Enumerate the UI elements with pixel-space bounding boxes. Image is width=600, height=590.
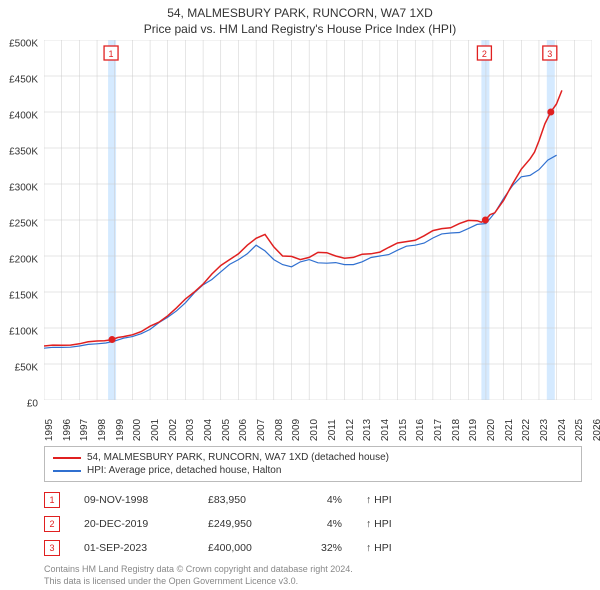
sale-vs-hpi: ↑ HPI <box>366 494 426 506</box>
x-tick-label: 2001 <box>150 419 161 441</box>
x-tick-label: 1996 <box>62 419 73 441</box>
x-tick-label: 2023 <box>539 419 550 441</box>
x-tick-label: 2007 <box>256 419 267 441</box>
attribution-footer: Contains HM Land Registry data © Crown c… <box>44 564 582 587</box>
x-tick-label: 2017 <box>433 419 444 441</box>
x-tick-label: 2003 <box>185 419 196 441</box>
sale-price: £83,950 <box>208 494 288 506</box>
legend-label: 54, MALMESBURY PARK, RUNCORN, WA7 1XD (d… <box>87 452 389 463</box>
x-tick-label: 2026 <box>592 419 600 441</box>
x-tick-label: 1995 <box>44 419 55 441</box>
sale-vs-hpi: ↑ HPI <box>366 518 426 530</box>
legend-swatch <box>53 470 81 472</box>
sale-row: 1 09-NOV-1998 £83,950 4% ↑ HPI <box>44 488 582 512</box>
svg-text:2: 2 <box>482 49 487 59</box>
x-tick-label: 2000 <box>132 419 143 441</box>
x-tick-label: 2006 <box>238 419 249 441</box>
sale-marker-box: 1 <box>44 492 60 508</box>
x-tick-label: 2011 <box>327 419 338 441</box>
y-axis-labels: £0£50K£100K£150K£200K£250K£300K£350K£400… <box>0 44 42 404</box>
y-tick-label: £250K <box>9 219 38 230</box>
chart-subtitle: Price paid vs. HM Land Registry's House … <box>0 20 600 40</box>
sale-row: 3 01-SEP-2023 £400,000 32% ↑ HPI <box>44 536 582 560</box>
chart-svg: 1 2 3 <box>44 40 592 400</box>
x-tick-label: 1998 <box>97 419 108 441</box>
x-tick-label: 2016 <box>415 419 426 441</box>
y-tick-label: £150K <box>9 291 38 302</box>
legend-item: 54, MALMESBURY PARK, RUNCORN, WA7 1XD (d… <box>53 451 573 464</box>
chart-plot-area: 1 2 3 <box>44 40 592 400</box>
sale-pct: 4% <box>312 494 342 506</box>
sale-date: 01-SEP-2023 <box>84 542 184 554</box>
x-tick-label: 2004 <box>203 419 214 441</box>
legend-item: HPI: Average price, detached house, Halt… <box>53 464 573 477</box>
x-tick-label: 2019 <box>468 419 479 441</box>
x-tick-label: 2018 <box>451 419 462 441</box>
y-tick-label: £200K <box>9 255 38 266</box>
y-tick-label: £500K <box>9 39 38 50</box>
x-axis-labels: 1995 1996 1997 1998 1999 2000 2001 2002 2003 2004… <box>44 400 592 442</box>
sale-date: 09-NOV-1998 <box>84 494 184 506</box>
x-tick-label: 2014 <box>380 419 391 441</box>
x-tick-label: 2009 <box>291 419 302 441</box>
x-tick-label: 2024 <box>557 419 568 441</box>
sale-marker-box: 2 <box>44 516 60 532</box>
x-tick-label: 2020 <box>486 419 497 441</box>
x-tick-label: 2015 <box>398 419 409 441</box>
sale-price: £249,950 <box>208 518 288 530</box>
footer-line-2: This data is licensed under the Open Gov… <box>44 576 582 588</box>
y-tick-label: £0 <box>27 399 38 410</box>
x-tick-label: 2002 <box>168 419 179 441</box>
chart-container: 54, MALMESBURY PARK, RUNCORN, WA7 1XD Pr… <box>0 0 600 590</box>
sale-marker-box: 3 <box>44 540 60 556</box>
legend-label: HPI: Average price, detached house, Halt… <box>87 465 281 476</box>
x-tick-label: 1999 <box>115 419 126 441</box>
sale-vs-hpi: ↑ HPI <box>366 542 426 554</box>
y-tick-label: £50K <box>15 363 38 374</box>
y-tick-label: £350K <box>9 147 38 158</box>
x-tick-label: 1997 <box>79 419 90 441</box>
sale-date: 20-DEC-2019 <box>84 518 184 530</box>
x-tick-label: 2012 <box>345 419 356 441</box>
legend: 54, MALMESBURY PARK, RUNCORN, WA7 1XD (d… <box>44 446 582 482</box>
x-tick-label: 2005 <box>221 419 232 441</box>
x-tick-label: 2013 <box>362 419 373 441</box>
y-tick-label: £100K <box>9 327 38 338</box>
x-tick-label: 2022 <box>521 419 532 441</box>
sales-table: 1 09-NOV-1998 £83,950 4% ↑ HPI 2 20-DEC-2019 £2… <box>44 488 582 560</box>
svg-text:1: 1 <box>109 49 114 59</box>
svg-text:3: 3 <box>547 49 552 59</box>
y-tick-label: £450K <box>9 75 38 86</box>
x-tick-label: 2008 <box>274 419 285 441</box>
y-tick-label: £400K <box>9 111 38 122</box>
x-tick-label: 2010 <box>309 419 320 441</box>
chart-title: 54, MALMESBURY PARK, RUNCORN, WA7 1XD <box>0 0 600 20</box>
y-tick-label: £300K <box>9 183 38 194</box>
legend-swatch <box>53 457 81 459</box>
sale-row: 2 20-DEC-2019 £249,950 4% ↑ HPI <box>44 512 582 536</box>
sale-price: £400,000 <box>208 542 288 554</box>
x-tick-label: 2021 <box>504 419 515 441</box>
x-tick-label: 2025 <box>574 419 585 441</box>
sale-pct: 4% <box>312 518 342 530</box>
footer-line-1: Contains HM Land Registry data © Crown c… <box>44 564 582 576</box>
sale-pct: 32% <box>312 542 342 554</box>
